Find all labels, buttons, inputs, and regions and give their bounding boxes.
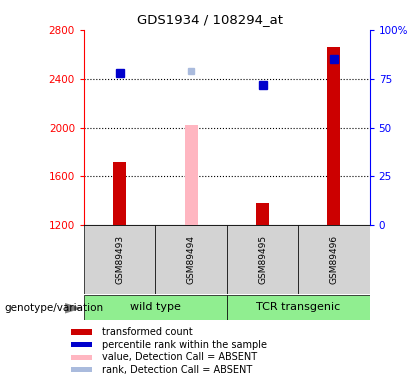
Bar [84, 295, 227, 320]
Bar [71, 354, 92, 360]
Bar [185, 125, 197, 225]
Bar [84, 225, 155, 294]
Text: wild type: wild type [130, 302, 181, 312]
Text: transformed count: transformed count [102, 327, 193, 337]
Text: percentile rank within the sample: percentile rank within the sample [102, 339, 268, 350]
Bar [155, 225, 227, 294]
Bar [113, 162, 126, 225]
Bar [71, 367, 92, 372]
Bar [71, 342, 92, 347]
Bar [71, 329, 92, 334]
Text: GDS1934 / 108294_at: GDS1934 / 108294_at [137, 13, 283, 26]
Bar [298, 225, 370, 294]
Text: GSM89494: GSM89494 [186, 235, 196, 284]
Bar [256, 203, 269, 225]
Text: genotype/variation: genotype/variation [4, 303, 103, 313]
Bar [227, 295, 370, 320]
Text: GSM89495: GSM89495 [258, 235, 267, 284]
Text: GSM89493: GSM89493 [115, 235, 124, 284]
Bar [227, 225, 298, 294]
Polygon shape [65, 303, 82, 313]
Text: value, Detection Call = ABSENT: value, Detection Call = ABSENT [102, 352, 257, 362]
Bar [328, 47, 340, 225]
Text: TCR transgenic: TCR transgenic [256, 302, 340, 312]
Text: rank, Detection Call = ABSENT: rank, Detection Call = ABSENT [102, 365, 253, 375]
Text: GSM89496: GSM89496 [329, 235, 339, 284]
